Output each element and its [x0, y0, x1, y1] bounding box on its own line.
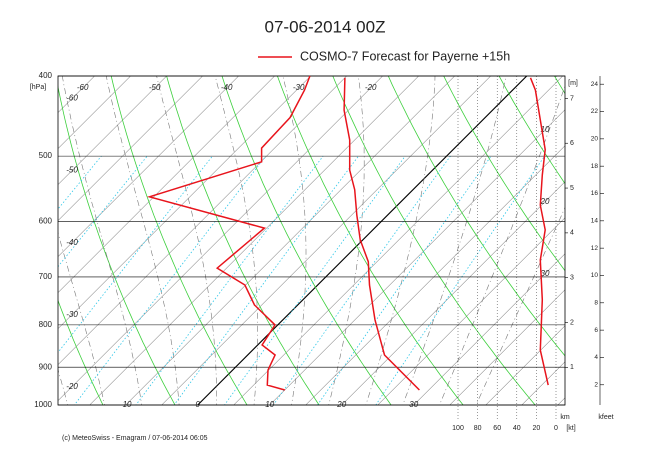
x-tick-label: -20: [66, 382, 78, 391]
kfeet-tick-label: 10: [591, 272, 599, 279]
y-tick-label: 600: [39, 217, 53, 226]
isotherm: [72, 58, 437, 423]
height-tick-label: 3: [570, 275, 574, 282]
mixing-ratio-line: [61, 156, 266, 422]
wind-tick-label: 80: [474, 425, 482, 432]
kfeet-label: kfeet: [598, 414, 613, 421]
y-tick-label: 500: [39, 151, 53, 160]
profile-line: [150, 76, 310, 390]
x-tick-label: 0: [195, 400, 200, 409]
y-unit: [hPa]: [30, 84, 46, 91]
x-tick-label: 10: [265, 400, 274, 409]
x-tick-label: -30: [293, 83, 305, 92]
dry-adiabat: [0, 58, 112, 423]
x-tick-label: -50: [149, 83, 161, 92]
x-tick-label: -60: [66, 94, 78, 103]
mixing-ratio-line: [212, 156, 405, 422]
x-tick-label: -20: [365, 83, 377, 92]
dry-adiabat: [435, 58, 650, 423]
kfeet-tick-label: 6: [594, 327, 598, 334]
isotherm: [180, 58, 545, 423]
moist-adiabat: [0, 58, 72, 423]
height-unit: [m]: [568, 80, 578, 87]
wind-tick-label: 20: [533, 425, 541, 432]
dry-adiabat: [271, 58, 477, 423]
isotherm: [0, 58, 5, 423]
moist-adiabat: [102, 58, 180, 423]
x-tick-label: 30: [409, 400, 418, 409]
kfeet-tick-label: 4: [594, 354, 598, 361]
mixing-ratio-line: [306, 156, 492, 422]
dry-adiabat: [0, 58, 39, 423]
wind-unit: [kt]: [566, 425, 575, 432]
height-tick-label: 6: [570, 140, 574, 147]
wind-tick-label: 40: [513, 425, 521, 432]
legend-label: COSMO-7 Forecast for Payerne +15h: [300, 49, 510, 63]
x-tick-label: 30: [541, 269, 550, 278]
height-tick-label: 4: [570, 230, 574, 237]
km-label: km: [560, 414, 570, 421]
isotherm: [36, 58, 401, 423]
moist-adiabat: [468, 58, 631, 423]
moist-adiabat: [432, 58, 575, 423]
mixing-ratio-line: [3, 156, 212, 422]
x-tick-label: -40: [66, 238, 78, 247]
y-tick-label: 800: [39, 320, 53, 329]
y-tick-label: 400: [39, 71, 53, 80]
x-tick-label: -40: [221, 83, 233, 92]
isotherm: [0, 58, 365, 423]
height-tick-label: 7: [570, 95, 574, 102]
wind-tick-label: 100: [452, 425, 464, 432]
kfeet-tick-label: 12: [591, 245, 599, 252]
mixing-ratio-line: [364, 156, 544, 422]
moist-adiabat: [396, 58, 510, 423]
dry-adiabat: [599, 58, 650, 423]
dry-adiabat: [325, 58, 550, 423]
height-tick-label: 1: [570, 364, 574, 371]
kfeet-tick-label: 8: [594, 300, 598, 307]
chart-title: 07-06-2014 00Z: [265, 17, 386, 36]
isotherm: [576, 58, 650, 423]
kfeet-tick-label: 2: [594, 381, 598, 388]
profile-line: [344, 78, 419, 390]
kfeet-tick-label: 14: [591, 218, 599, 225]
isotherm: [432, 58, 650, 423]
height-tick-label: 2: [570, 319, 574, 326]
isotherm: [216, 58, 581, 423]
kfeet-tick-label: 16: [591, 190, 599, 197]
x-tick-label: -60: [77, 83, 89, 92]
kfeet-tick-label: 18: [591, 163, 599, 170]
kfeet-tick-label: 24: [591, 81, 599, 88]
background-lines: [0, 58, 650, 423]
dry-adiabat: [162, 58, 331, 423]
x-tick-label: -10: [120, 400, 132, 409]
moist-adiabat: [152, 58, 216, 423]
y-tick-label: 700: [39, 272, 53, 281]
plot-frame: [58, 76, 565, 405]
isotherm: [144, 58, 509, 423]
moist-adiabat: [20, 58, 108, 423]
x-tick-label: 20: [336, 400, 346, 409]
kfeet-tick-label: 22: [591, 108, 599, 115]
wind-tick-label: 60: [493, 425, 501, 432]
kfeet-tick-label: 20: [591, 136, 599, 143]
x-tick-label: -50: [66, 166, 78, 175]
y-tick-label: 900: [39, 362, 53, 371]
isotherm: [0, 58, 185, 423]
isotherm: [612, 58, 650, 423]
isotherm: [0, 58, 41, 423]
wind-tick-label: 0: [554, 425, 558, 432]
height-tick-label: 5: [570, 185, 574, 192]
footer: (c) MeteoSwiss - Emagram / 07-06-2014 06…: [62, 435, 208, 442]
x-tick-label: -30: [66, 310, 78, 319]
moist-adiabat: [0, 58, 36, 423]
y-tick-label: 1000: [34, 400, 52, 409]
